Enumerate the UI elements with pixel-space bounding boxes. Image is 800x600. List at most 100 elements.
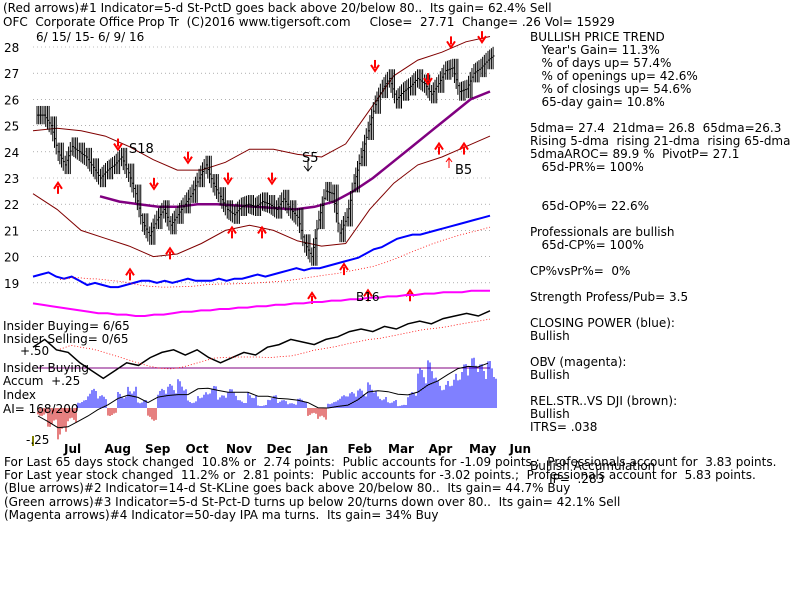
y-tick-label: 24	[4, 146, 19, 160]
y-tick-label: 25	[4, 120, 19, 134]
summary-line-2: % of days up= 57.4%	[530, 56, 672, 70]
accum-ma-line	[37, 362, 489, 429]
moving-average	[99, 90, 491, 211]
summary-line-30: ITRS= .038	[530, 420, 598, 434]
signal-label-s5: S5	[302, 151, 319, 166]
insider-buying-label: Insider Buying	[3, 361, 89, 375]
chart-gridlines	[33, 46, 490, 284]
buy-arrow-head	[53, 181, 63, 190]
month-label: Oct	[186, 442, 209, 456]
accum-plus-50: +.50	[20, 344, 50, 358]
month-label: Sep	[145, 442, 171, 456]
summary-line-31	[530, 434, 798, 447]
insider-selling-ratio: Insider Selling= 0/65	[3, 332, 129, 346]
signal-arrows	[53, 31, 487, 304]
y-tick-label: 20	[4, 251, 19, 265]
accum-plus-25: Accum +.25	[3, 374, 81, 388]
summary-line-26: Bullish	[530, 368, 570, 382]
footer-line-4: (Magenta arrows)#4 Indicator=50-day IPA …	[4, 507, 439, 522]
indicator-1-legend: (Red arrows)#1 Indicator=5-d St-PctD goe…	[3, 1, 552, 15]
summary-line-8: Rising 5-dma rising 21-dma rising 65-dma	[530, 134, 791, 148]
accum-minus-25: -.25	[26, 433, 50, 447]
y-tick-label: 22	[4, 198, 19, 212]
month-label: May	[469, 442, 497, 456]
summary-line-11	[530, 174, 798, 187]
summary-line-13: 65d-OP%= 22.6%	[530, 199, 650, 213]
b5-arrow	[445, 157, 453, 168]
summary-line-28: REL.STR..VS DJI (brown):	[530, 394, 678, 408]
y-tick-label: 28	[4, 41, 19, 55]
sell-arrow-head	[113, 143, 123, 152]
buy-arrow-head	[339, 262, 349, 271]
month-axis: Jul Aug Sep Oct Nov Dec Jan Feb Mar Apr May Jun	[63, 442, 531, 456]
buy-arrow-head	[165, 246, 175, 255]
summary-line-25: OBV (magenta):	[530, 355, 627, 369]
date-range: 6/ 15/ 15- 6/ 9/ 16	[36, 30, 145, 44]
obv-line	[32, 289, 490, 317]
month-label: Jan	[306, 442, 328, 456]
summary-line-7: 5dma= 27.4 21dma= 26.8 65dma=26.3	[530, 121, 782, 135]
month-label: Aug	[105, 442, 131, 456]
y-tick-label: 26	[4, 93, 19, 107]
footer-notes: For Last 65 days stock changed 10.8% or …	[4, 455, 796, 522]
buy-arrow-head	[459, 141, 469, 151]
month-label: Jul	[63, 442, 81, 456]
summary-line-15: Professionals are bullish	[530, 225, 675, 239]
ma65-line	[99, 90, 491, 211]
summary-line-0: BULLISH PRICE TREND	[530, 30, 665, 44]
footer-line-0: For Last 65 days stock changed 10.8% or …	[4, 455, 777, 469]
sell-arrow-head	[267, 177, 277, 186]
month-label: Nov	[226, 442, 252, 456]
summary-line-5: 65-day gain= 10.8%	[530, 95, 665, 109]
month-label: Jun	[509, 442, 532, 456]
closing-power-line	[32, 214, 491, 289]
buy-arrow-head	[125, 267, 135, 276]
y-tick-label: 19	[4, 277, 19, 291]
s5-arrow	[303, 159, 313, 172]
price-bars	[36, 46, 495, 266]
summary-line-1: Year's Gain= 11.3%	[530, 43, 660, 57]
y-tick-label: 21	[4, 224, 19, 238]
sell-arrow-head	[149, 182, 159, 191]
indicator-lines	[32, 214, 491, 380]
accumulation-histogram	[32, 357, 497, 446]
summary-line-34: IP= .283	[530, 472, 605, 486]
month-label: Feb	[348, 442, 373, 456]
sell-arrow-head	[446, 40, 456, 50]
buy-arrow-head	[363, 288, 373, 297]
summary-line-3: % of openings up= 42.6%	[530, 69, 698, 83]
indicator-summary-panel: BULLISH PRICE TREND Year's Gain= 11.3% %…	[530, 31, 798, 486]
index-label: Index	[3, 388, 37, 402]
signal-label-b16: B16	[356, 290, 380, 304]
buy-arrow-head	[307, 291, 317, 300]
ai-label: AI= 168/200	[3, 402, 79, 416]
summary-line-33: Bullish Accumulation	[530, 459, 656, 473]
summary-line-4: % of closings up= 54.6%	[530, 82, 692, 96]
month-label: Dec	[267, 442, 292, 456]
relative-strength-ma	[59, 318, 491, 370]
summary-line-29: Bullish	[530, 407, 570, 421]
stock-header: OFC Corporate Office Prop Tr (C)2016 www…	[3, 15, 615, 29]
buy-arrow-head	[257, 225, 267, 234]
sell-arrow-head	[370, 64, 380, 73]
sell-arrow-head	[223, 177, 233, 186]
price-axis: 28 27 26 25 24 23 22 21 20 19	[4, 41, 19, 291]
footer-line-3: (Green arrows)#3 Indicator=5-d St-Pct-D …	[4, 494, 621, 509]
month-label: Apr	[429, 442, 453, 456]
y-tick-label: 27	[4, 67, 19, 81]
month-label: Mar	[388, 442, 414, 456]
sell-arrow-head	[423, 77, 433, 86]
footer-line-2: (Blue arrows)#2 Indicator=14-d St-KLine …	[4, 481, 571, 496]
sell-arrow-head	[477, 35, 487, 44]
signal-label-b5: B5	[455, 163, 473, 178]
buy-arrow-head	[227, 225, 237, 234]
summary-line-18: CP%vsPr%= 0%	[530, 264, 631, 278]
insider-buying-ratio: Insider Buying= 6/65	[3, 319, 130, 333]
footer-line-1: For Last year stock changed 11.2% or 2.8…	[4, 468, 756, 483]
y-tick-label: 23	[4, 172, 19, 186]
closing-power-ma	[59, 226, 491, 288]
price-bands	[32, 36, 491, 258]
signal-label-s18: S18	[129, 142, 154, 157]
summary-line-9: 5dmaAROC= 89.9 % PivotP= 27.1	[530, 147, 740, 161]
